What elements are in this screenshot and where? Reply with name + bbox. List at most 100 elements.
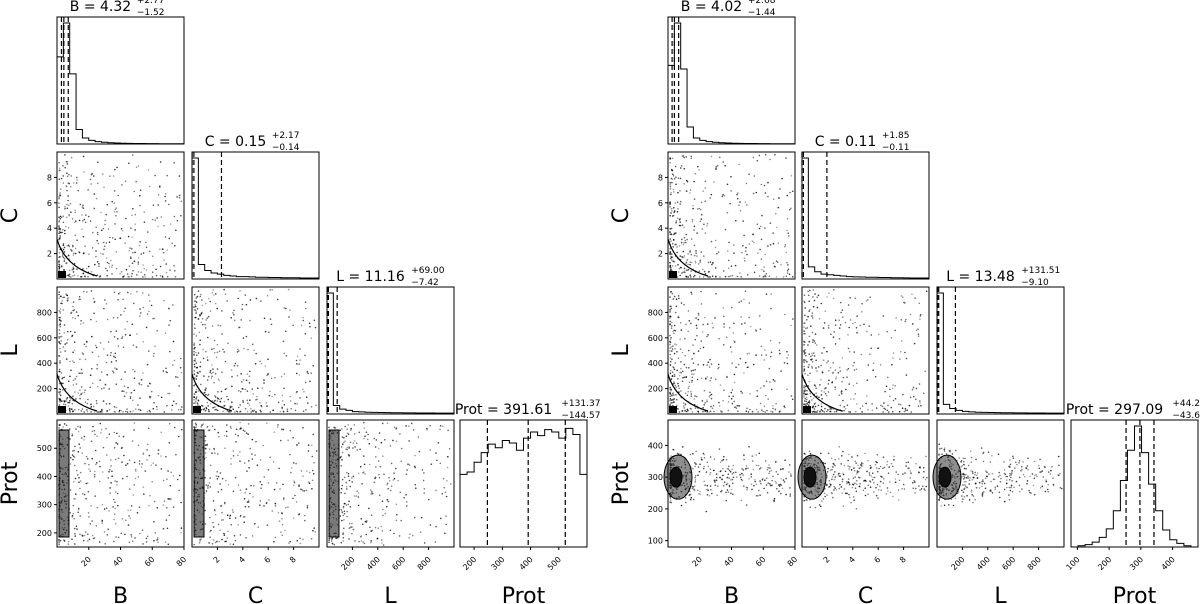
scatter-point	[808, 340, 810, 343]
scatter-point	[969, 477, 971, 479]
scatter-point	[248, 375, 251, 378]
scatter-point	[343, 519, 345, 521]
scatter-point	[133, 422, 136, 424]
scatter-point	[828, 486, 830, 488]
scatter-point	[733, 381, 736, 384]
scatter-point	[356, 490, 358, 493]
scatter-point	[889, 388, 891, 391]
scatter-point	[269, 411, 272, 413]
scatter-point	[691, 485, 693, 488]
scatter-point	[855, 410, 857, 413]
scatter-point	[121, 337, 123, 339]
scatter-point	[752, 468, 755, 471]
scatter-point	[293, 480, 295, 482]
histogram-B	[667, 22, 796, 145]
scatter-point	[163, 500, 166, 502]
scatter-point	[912, 386, 915, 389]
scatter-point	[306, 470, 308, 472]
scatter-point	[892, 465, 894, 468]
scatter-point	[915, 387, 918, 390]
scatter-point	[676, 201, 679, 203]
scatter-point	[133, 377, 136, 380]
scatter-point	[125, 464, 127, 467]
density-core	[669, 271, 677, 278]
scatter-point	[853, 499, 855, 502]
scatter-point	[101, 471, 104, 473]
scatter-point	[81, 437, 83, 439]
scatter-point	[75, 493, 77, 496]
scatter-point	[237, 406, 240, 409]
scatter-point	[834, 476, 836, 479]
scatter-point	[680, 367, 682, 370]
scatter-point	[195, 366, 198, 369]
scatter-point	[93, 207, 96, 210]
scatter-point	[778, 490, 780, 493]
scatter-point	[211, 543, 214, 545]
scatter-point	[845, 388, 847, 391]
scatter-point	[64, 399, 66, 402]
scatter-point	[750, 473, 752, 476]
scatter-point	[714, 481, 716, 483]
scatter-point	[214, 452, 216, 454]
scatter-point	[886, 464, 888, 466]
scatter-point	[682, 271, 685, 274]
scatter-point	[770, 293, 772, 295]
scatter-point	[135, 346, 138, 348]
scatter-point	[94, 495, 96, 497]
scatter-point	[696, 327, 698, 330]
scatter-point	[707, 465, 710, 468]
scatter-point	[298, 513, 301, 515]
scatter-point	[363, 421, 365, 424]
scatter-point	[74, 533, 76, 535]
scatter-point	[77, 408, 80, 411]
scatter-point	[689, 263, 691, 266]
scatter-point	[842, 472, 844, 475]
scatter-point	[268, 499, 270, 501]
scatter-point	[58, 251, 61, 254]
scatter-point	[758, 468, 761, 470]
scatter-point	[242, 337, 245, 339]
scatter-point	[788, 464, 791, 466]
scatter-point	[712, 262, 714, 264]
scatter-point	[824, 310, 827, 312]
scatter-point	[855, 462, 857, 465]
scatter-point	[775, 471, 778, 473]
scatter-point	[883, 407, 885, 410]
scatter-point	[765, 477, 768, 480]
scatter-point	[58, 206, 60, 209]
scatter-point	[693, 254, 696, 257]
scatter-point	[760, 482, 762, 485]
scatter-point	[669, 392, 671, 395]
scatter-point	[375, 439, 378, 441]
scatter-point	[169, 484, 172, 487]
scatter-point	[352, 447, 354, 449]
scatter-point	[71, 316, 74, 319]
scatter-point	[852, 322, 854, 325]
scatter-point	[690, 253, 693, 256]
scatter-point	[902, 473, 904, 475]
scatter-point	[94, 449, 97, 452]
scatter-point	[76, 268, 78, 270]
scatter-point	[965, 477, 968, 479]
scatter-point	[157, 394, 160, 397]
scatter-point	[887, 376, 889, 379]
scatter-point	[806, 398, 808, 401]
scatter-point	[871, 472, 874, 475]
scatter-point	[710, 397, 713, 400]
scatter-point	[153, 317, 156, 320]
scatter-point	[113, 410, 116, 413]
scatter-point	[202, 357, 205, 360]
scatter-point	[117, 536, 120, 539]
scatter-point	[871, 403, 873, 405]
scatter-point	[341, 436, 344, 438]
scatter-point	[689, 189, 692, 191]
scatter-point	[810, 358, 812, 361]
scatter-point	[821, 500, 823, 502]
scatter-point	[919, 402, 921, 404]
scatter-point	[904, 409, 907, 412]
scatter-point	[857, 476, 860, 479]
scatter-point	[227, 484, 230, 486]
scatter-point	[865, 480, 867, 483]
scatter-point	[769, 222, 772, 224]
